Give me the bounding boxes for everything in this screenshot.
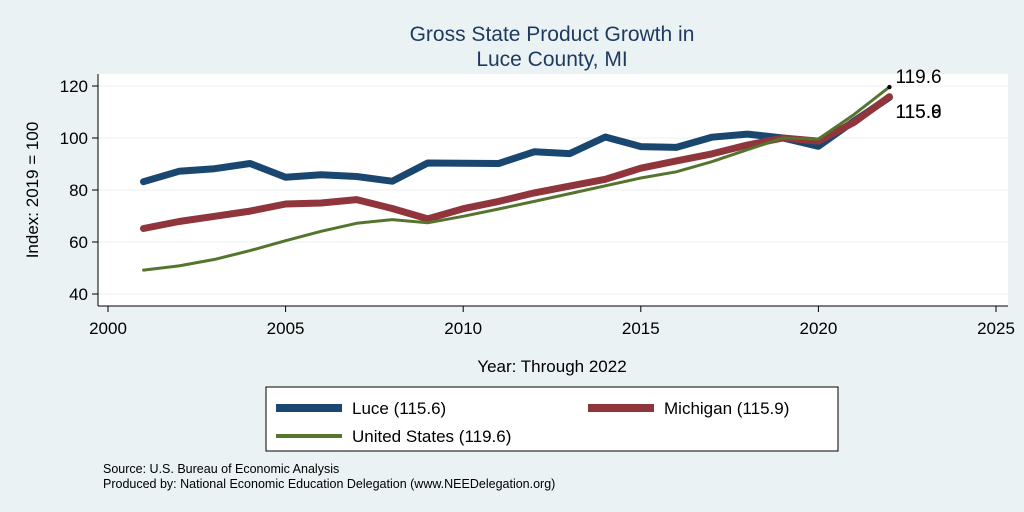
- y-tick-label-40: 40: [69, 285, 88, 304]
- series-line-united-states: [142, 85, 891, 272]
- x-tick-label-2000: 2000: [89, 319, 127, 338]
- series-line-michigan: [140, 93, 893, 232]
- x-tick-label-2015: 2015: [622, 319, 660, 338]
- end-marker-united-states: [887, 84, 892, 90]
- chart-title-line-2: Luce County, MI: [476, 48, 627, 71]
- end-label-united-states: 119.6: [895, 67, 941, 88]
- series-line-luce: [140, 93, 893, 186]
- source-note: Source: U.S. Bureau of Economic Analysis: [103, 462, 340, 476]
- legend-label-united-states: United States (119.6): [352, 427, 511, 446]
- end-label-michigan: 115.9: [895, 102, 941, 123]
- x-axis-label: Year: Through 2022: [477, 357, 626, 376]
- y-axis-label: Index: 2019 = 100: [23, 122, 42, 259]
- legend-label-luce: Luce (115.6): [352, 399, 446, 418]
- y-tick-label-80: 80: [69, 181, 88, 200]
- x-axis-ticks: 2000 2005 2010 2015 2020 2025: [89, 306, 1015, 338]
- x-tick-label-2010: 2010: [444, 319, 482, 338]
- series-lines: [140, 85, 893, 272]
- legend-label-michigan: Michigan (115.9): [664, 399, 789, 418]
- x-tick-label-2025: 2025: [977, 319, 1015, 338]
- y-tick-label-100: 100: [60, 129, 88, 148]
- producer-note: Produced by: National Economic Education…: [103, 477, 556, 491]
- y-tick-label-120: 120: [60, 77, 88, 96]
- chart-title-line-1: Gross State Product Growth in: [410, 23, 695, 46]
- legend-box: [265, 386, 839, 452]
- y-axis-ticks: 40 60 80 100 120: [60, 77, 98, 304]
- x-tick-label-2020: 2020: [799, 319, 837, 338]
- x-tick-label-2005: 2005: [267, 319, 305, 338]
- legend: Luce (115.6) Michigan (115.9) United State…: [276, 399, 789, 446]
- end-label-luce: 115.6: [895, 102, 941, 123]
- y-tick-label-60: 60: [69, 233, 88, 252]
